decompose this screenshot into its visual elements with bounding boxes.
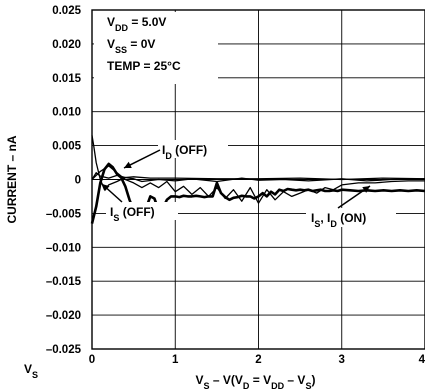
series-label: IS (OFF) [110, 205, 155, 223]
y-tick-label: 0.020 [52, 39, 81, 51]
y-tick-label: 0.025 [52, 5, 81, 17]
x-axis-vs-label: VS [24, 362, 38, 380]
y-axis-title: CURRENT – nA [5, 135, 19, 223]
condition-text: TEMP = 25°C [107, 59, 181, 73]
series-label: ID (OFF) [162, 143, 207, 161]
conditions-box [94, 12, 218, 84]
y-tick-label: –0.015 [46, 276, 82, 288]
y-tick-labels: 0.025 0.020 0.015 0.010 0.005 0 –0.005 –0.010 –0… [46, 5, 82, 356]
arrowhead [362, 186, 370, 193]
y-tick-label: –0.020 [46, 310, 81, 322]
annotations: VDD = 5.0V VSS = 0V TEMP = 25°C ID (OFF) IS … [94, 12, 396, 229]
x-tick-label: 3 [339, 354, 345, 366]
plot-frame [91, 9, 425, 350]
arrowhead [124, 161, 132, 168]
y-tick-label: –0.025 [46, 344, 82, 356]
y-tick-label: 0.005 [52, 141, 81, 153]
condition-text: VDD = 5.0V [107, 15, 166, 33]
series-label-bg [158, 140, 228, 158]
x-tick-label: 2 [255, 354, 261, 366]
series-label: IS, ID (ON) [311, 211, 366, 229]
x-tick-label: 1 [172, 354, 179, 366]
x-tick-labels: 0 1 2 3 4 [89, 354, 425, 366]
series-label-bg [106, 202, 178, 220]
series-line-3 [91, 165, 425, 204]
arrowhead [102, 184, 110, 192]
y-tick-label: –0.010 [46, 242, 81, 254]
x-tick-label: 4 [419, 354, 425, 366]
condition-text: VSS = 0V [107, 37, 155, 55]
x-tick-label: 0 [89, 354, 95, 366]
series-label-bg [306, 208, 396, 227]
y-tick-label: 0 [75, 175, 81, 187]
y-tick-label: –0.005 [46, 208, 82, 220]
x-axis-title: VS – V(VD = VDD – VS) [196, 373, 316, 391]
y-tick-label: 0.015 [52, 73, 81, 85]
y-tick-label: 0.010 [52, 107, 81, 119]
